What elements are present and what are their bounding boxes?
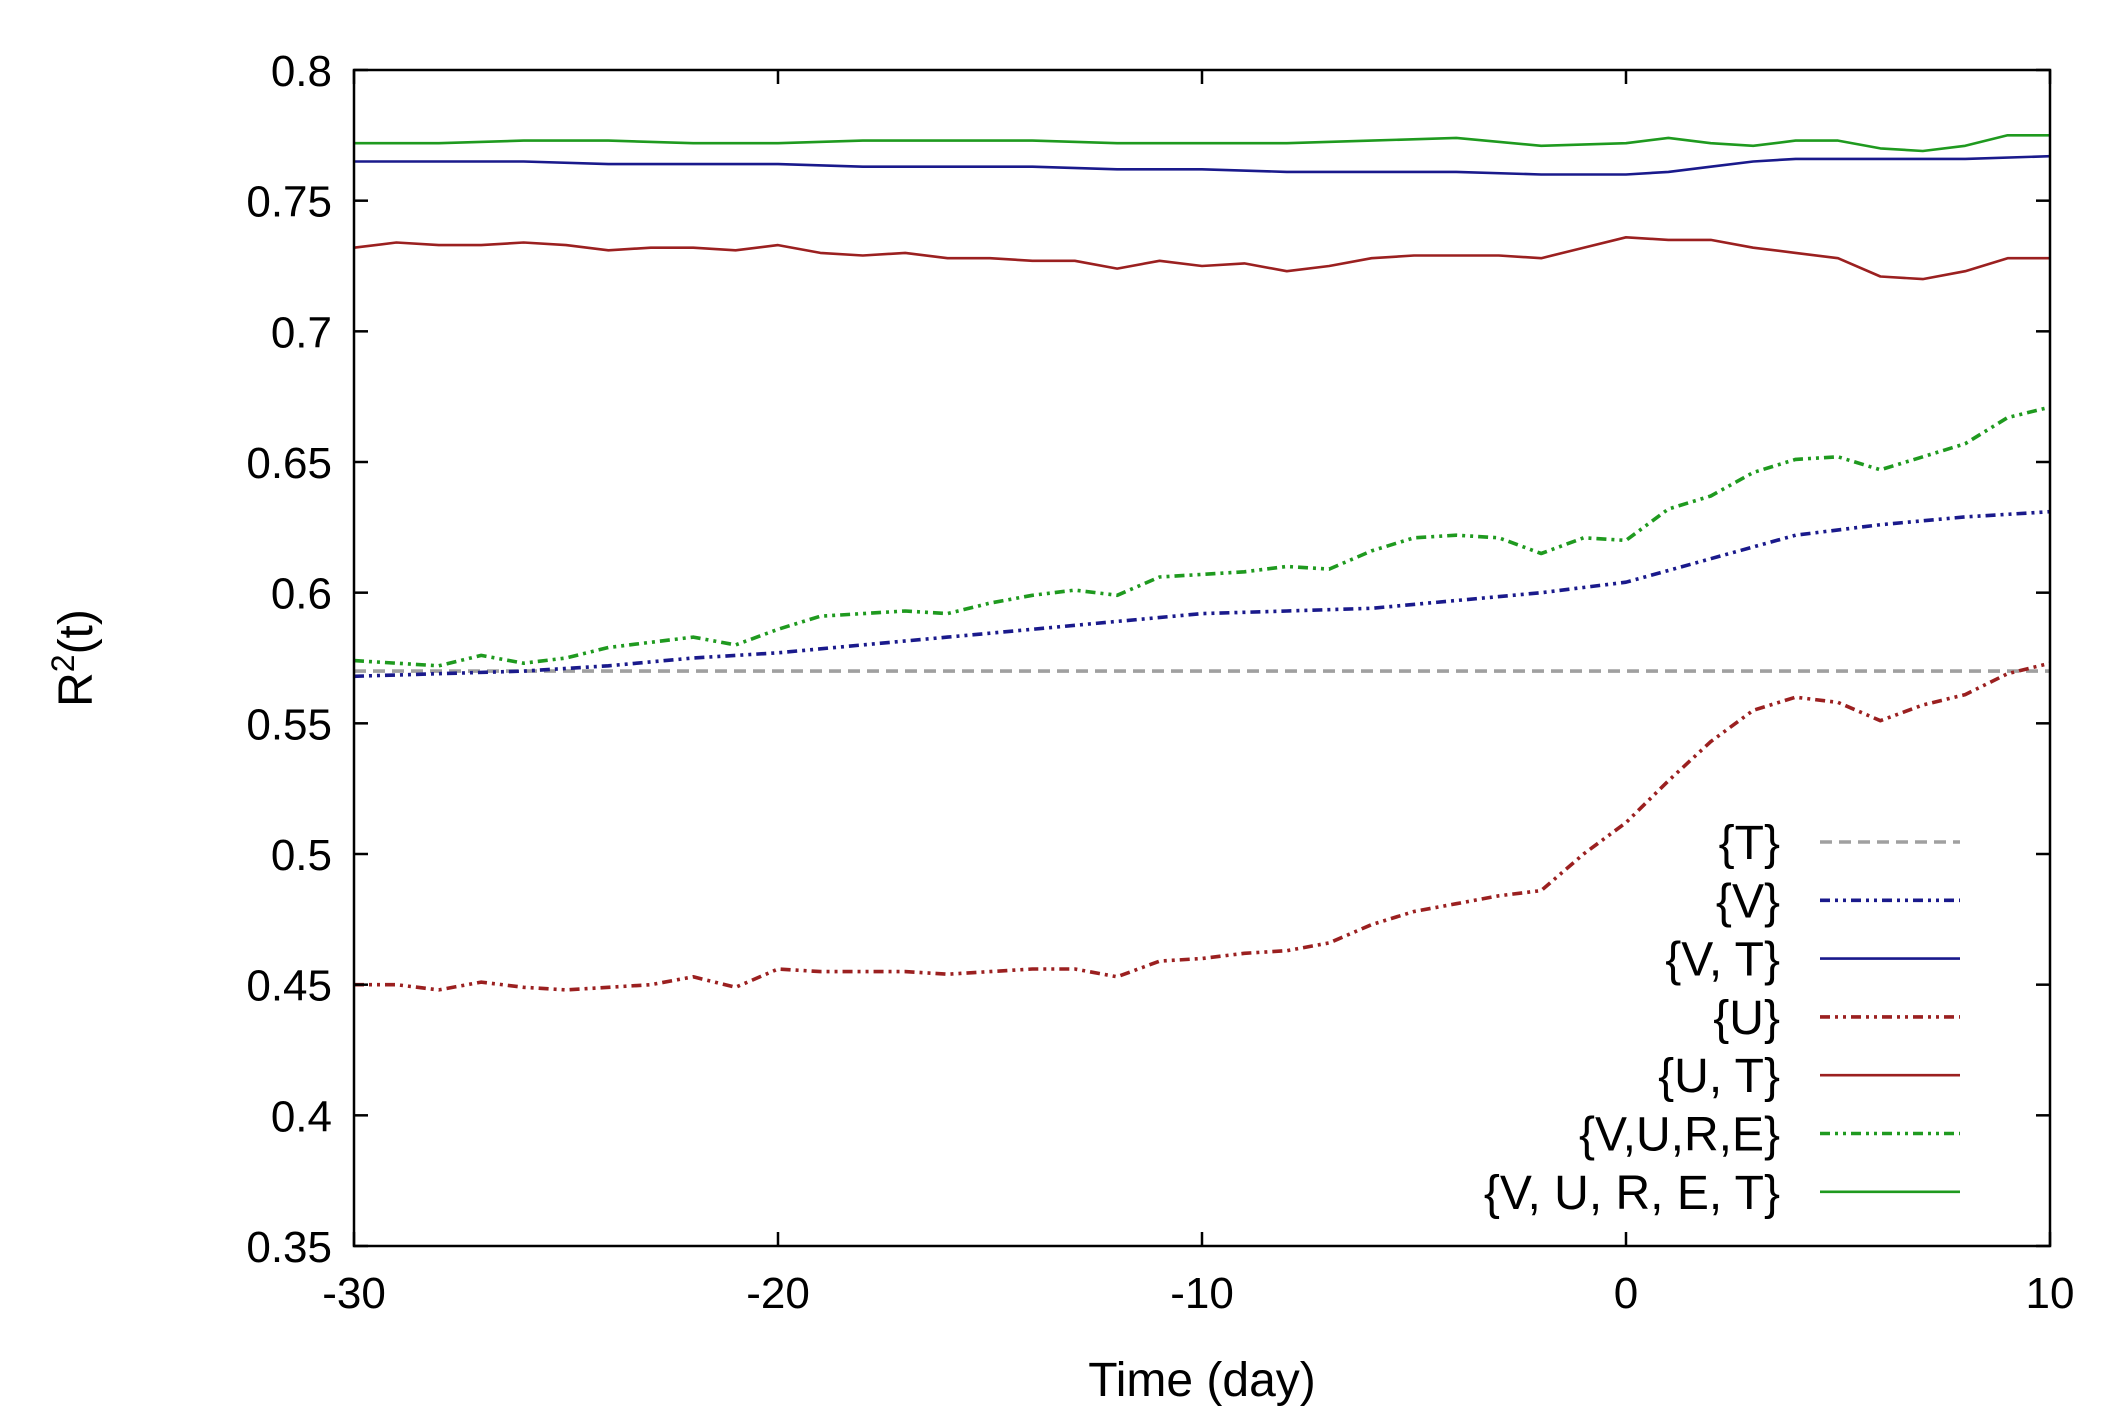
tick-layer: -30 -20 -10 0 10 0.35 0.4 0.45 0.5 0.55 0.6 0.65 0.7…: [246, 47, 2074, 1318]
legend-label-4: {U, T}: [1658, 1050, 1780, 1103]
legend-label-0: {T}: [1719, 817, 1780, 870]
legend: {T}{V} {V, T}{U}{U, T} {V,U,R,E}{V, U, R, …: [1484, 817, 1960, 1220]
series-line-3: [354, 661, 2051, 992]
y-axis-title-tail: (t): [50, 609, 103, 654]
y-tick-label: 0.65: [246, 439, 332, 488]
y-tick-label: 0.5: [271, 831, 332, 880]
legend-label-2: {V, T}: [1665, 934, 1780, 987]
y-axis-title-main: R: [50, 672, 103, 707]
x-tick-label: -10: [1170, 1269, 1234, 1318]
legend-label-6: {V, U, R, E, T}: [1484, 1167, 1780, 1220]
x-tick-label: -30: [322, 1269, 386, 1318]
series-line-2: [354, 154, 2051, 176]
series-line-5: [353, 405, 2051, 668]
y-axis-title: R2(t): [45, 609, 103, 707]
series-layer: [353, 134, 2051, 992]
series-line-4: [353, 236, 2050, 281]
y-tick-label: 0.75: [246, 178, 332, 227]
y-tick-label: 0.7: [271, 308, 332, 357]
series-line-6: [354, 134, 2050, 153]
legend-label-1: {V}: [1716, 875, 1780, 928]
y-tick-label: 0.35: [246, 1223, 332, 1272]
y-tick-label: 0.4: [271, 1092, 332, 1141]
x-tick-label: 10: [2026, 1269, 2075, 1318]
y-tick-label: 0.55: [246, 700, 332, 749]
legend-label-5: {V,U,R,E}: [1579, 1109, 1780, 1162]
series-line-1: [353, 509, 2051, 679]
y-tick-label: 0.8: [271, 47, 332, 96]
y-tick-label: 0.45: [246, 962, 332, 1011]
x-tick-label: -20: [746, 1269, 810, 1318]
legend-label-3: {U}: [1713, 992, 1780, 1045]
x-axis-title: Time (day): [1088, 1354, 1316, 1407]
y-axis-title-superscript: 2: [45, 654, 81, 672]
x-tick-label: 0: [1614, 1269, 1638, 1318]
y-tick-label: 0.6: [271, 570, 332, 619]
